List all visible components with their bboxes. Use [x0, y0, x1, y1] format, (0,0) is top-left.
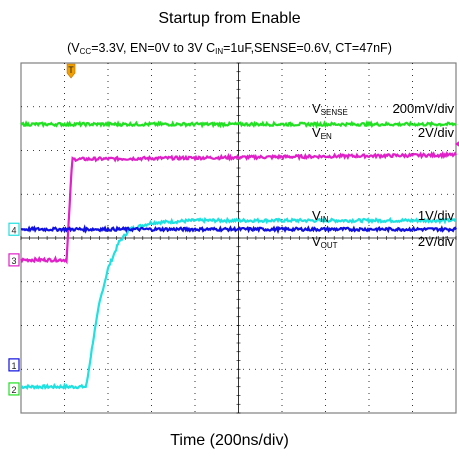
series-label-sub: EN: [321, 132, 332, 141]
series-scale-vin: 1V/div: [418, 208, 455, 223]
subtitle-sub-cc: CC: [79, 47, 92, 56]
subtitle-part-3: =1uF,SENSE=0.6V, CT=47nF): [223, 41, 392, 55]
trace-vout: [20, 216, 457, 391]
series-label-sub: SENSE: [321, 108, 348, 117]
channel-marker-ven: [8, 253, 20, 267]
subtitle-part-1: (V: [67, 41, 80, 55]
series-label-main: V: [312, 208, 321, 223]
series-label-main: V: [312, 234, 321, 249]
trace-ven: [20, 150, 457, 265]
series-scale-vout: 2V/div: [418, 234, 455, 249]
channel-marker-label: 2: [11, 385, 16, 395]
series-label-main: V: [312, 101, 321, 116]
series-label-vout: VOUT: [312, 234, 338, 250]
series-scale-ven: 2V/div: [418, 125, 455, 140]
chart-subtitle: (VCC=3.3V, EN=0V to 3V CIN=1uF,SENSE=0.6…: [0, 41, 459, 56]
trigger-marker-label: T: [68, 65, 74, 75]
trace-vsense: [20, 119, 457, 129]
subtitle-part-2: =3.3V, EN=0V to 3V C: [91, 41, 216, 55]
series-label-vsense: VSENSE: [312, 101, 348, 117]
channel-marker-vout: [8, 222, 20, 236]
channel-marker-label: 3: [11, 256, 16, 266]
subtitle-sub-in: IN: [215, 47, 224, 56]
series-label-sub: IN: [321, 215, 329, 224]
trace-vin: [20, 224, 457, 235]
series-scale-vsense: 200mV/div: [393, 101, 455, 116]
channel-marker-vin: [8, 358, 20, 372]
trigger-marker: [66, 63, 76, 79]
series-label-ven: VEN: [312, 125, 332, 141]
series-label-main: V: [312, 125, 321, 140]
chart-title: Startup from Enable: [158, 10, 301, 27]
series-label-sub: OUT: [321, 241, 338, 250]
x-axis-label: Time (200ns/div): [170, 432, 289, 449]
trigger-level-arrow: [455, 141, 459, 147]
channel-marker-vsense: [8, 382, 20, 396]
series-label-vin: VIN: [312, 208, 329, 224]
channel-marker-label: 1: [11, 361, 16, 371]
channel-marker-label: 4: [11, 225, 16, 235]
